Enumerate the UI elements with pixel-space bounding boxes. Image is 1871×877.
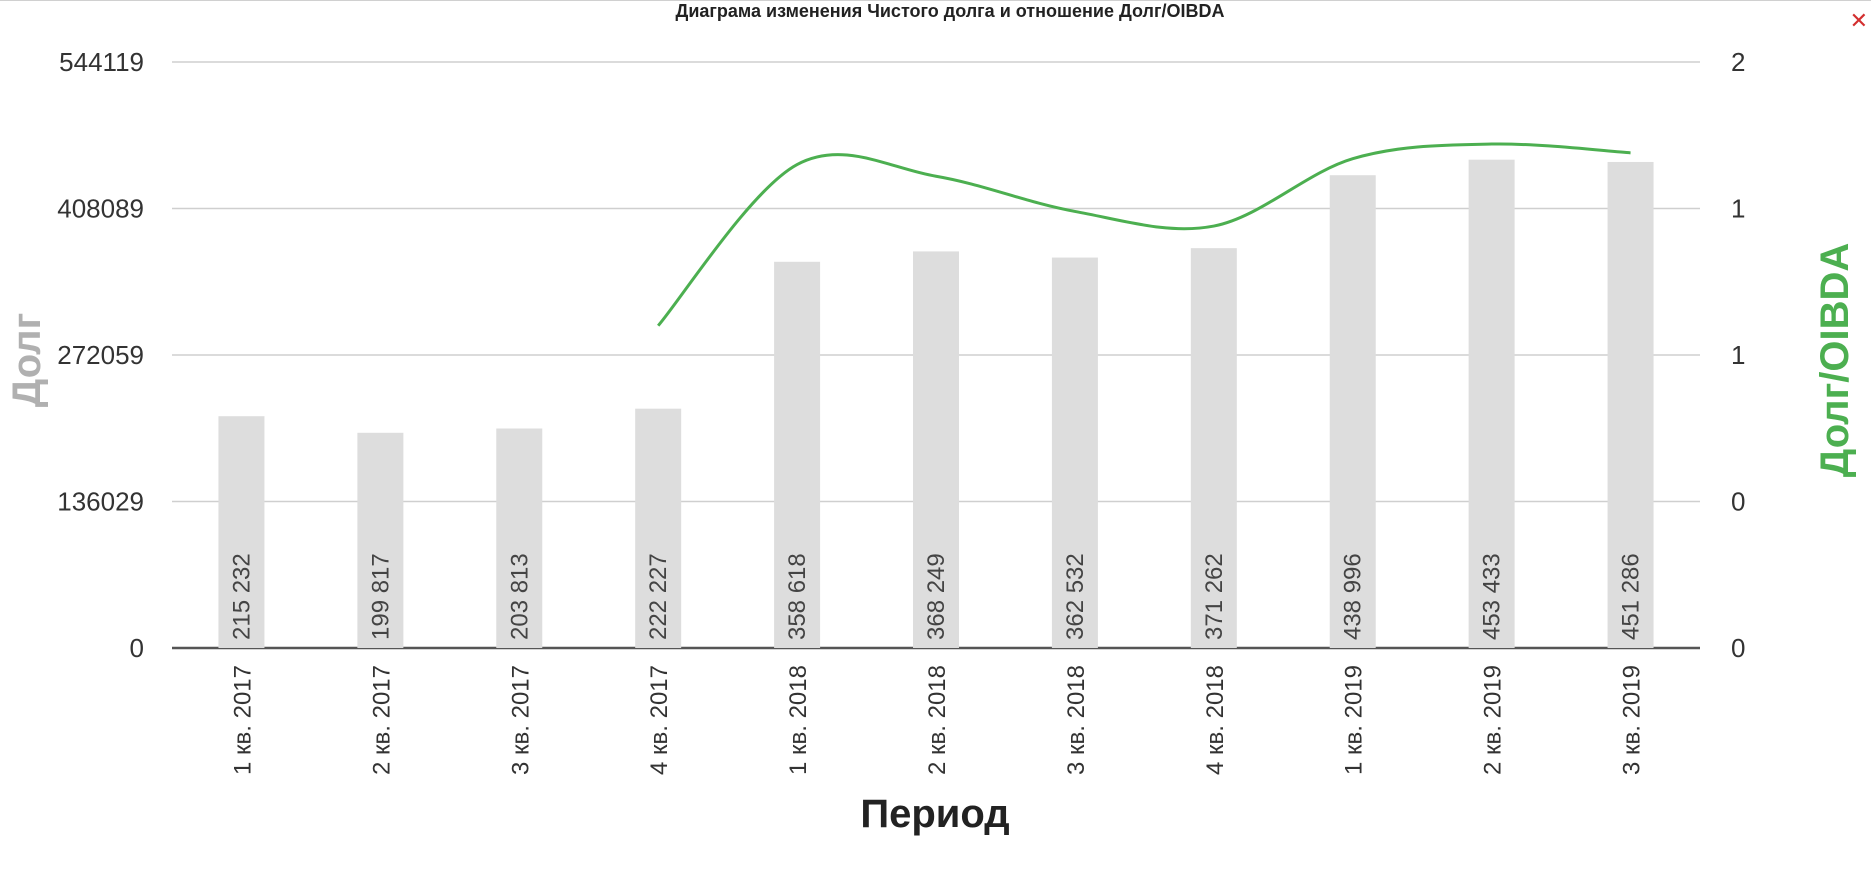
category-label: 3 кв. 2017 [507, 665, 534, 775]
category-label: 1 кв. 2017 [229, 665, 256, 775]
category-label: 2 кв. 2019 [1480, 665, 1507, 775]
bar-data-label: 368 249 [923, 553, 950, 640]
bar-data-label: 358 618 [784, 553, 811, 640]
left-axis-ticks: 0 136029 272059 408089 544119 [57, 47, 144, 663]
y-tick-label: 544119 [59, 47, 144, 77]
bar [218, 416, 265, 648]
x-axis-title: Период [860, 792, 1009, 836]
data-labels: 215 232 199 817 203 813 222 227 358 618 368 2… [228, 553, 1644, 640]
bar [635, 408, 682, 648]
chart-title: Диаграма изменения Чистого долга и отнош… [676, 1, 1225, 21]
bar-data-label: 438 996 [1340, 553, 1367, 640]
bar [1190, 248, 1237, 648]
close-icon[interactable]: ✕ [1850, 9, 1868, 34]
category-label: 3 кв. 2019 [1619, 665, 1646, 775]
right-axis-ticks: 0 0 1 1 2 [1731, 47, 1745, 663]
category-label: 1 кв. 2018 [785, 665, 812, 775]
category-label: 4 кв. 2017 [646, 665, 673, 775]
category-labels: 1 кв. 2017 2 кв. 2017 3 кв. 2017 4 кв. 2017… [229, 665, 1645, 775]
bar-data-label: 451 286 [1618, 553, 1645, 640]
category-label: 2 кв. 2018 [924, 665, 951, 775]
y2-tick-label: 0 [1731, 633, 1745, 663]
category-label: 3 кв. 2018 [1063, 665, 1090, 775]
bar [1468, 159, 1515, 648]
y-tick-label: 0 [130, 633, 144, 663]
bar-data-label: 371 262 [1201, 553, 1228, 640]
y-axis-title: Долг [5, 313, 49, 408]
y2-tick-label: 1 [1731, 340, 1745, 370]
y2-tick-label: 1 [1731, 194, 1745, 224]
line-series [657, 142, 1631, 327]
y2-tick-label: 0 [1731, 487, 1745, 517]
bar-data-label: 199 817 [367, 553, 394, 640]
bar-series [218, 159, 1654, 648]
bar [913, 251, 959, 648]
bar [496, 428, 543, 648]
bar-data-label: 453 433 [1479, 553, 1506, 640]
y-tick-label: 272059 [57, 340, 144, 370]
bar [1051, 257, 1098, 648]
category-label: 1 кв. 2019 [1341, 665, 1368, 775]
category-label: 2 кв. 2017 [368, 665, 395, 775]
ratio-line [657, 142, 1631, 327]
bar [1607, 161, 1654, 648]
y2-tick-label: 2 [1731, 47, 1745, 77]
bar [1329, 175, 1376, 648]
bar-data-label: 222 227 [645, 553, 672, 640]
bar [774, 261, 821, 648]
y2-axis-title: Долг/OIBDA [1813, 243, 1857, 478]
bar-data-label: 215 232 [228, 553, 255, 640]
bar-data-label: 203 813 [506, 553, 533, 640]
category-label: 4 кв. 2018 [1202, 665, 1229, 775]
top-border [0, 0, 1871, 1]
y-tick-label: 408089 [57, 194, 144, 224]
bar-data-label: 362 532 [1062, 553, 1089, 640]
bar [357, 432, 404, 648]
y-tick-label: 136029 [57, 487, 144, 517]
